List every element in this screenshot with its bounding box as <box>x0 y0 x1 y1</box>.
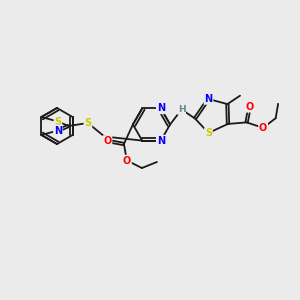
Text: H: H <box>178 105 185 114</box>
Text: O: O <box>245 102 254 112</box>
Text: S: S <box>54 116 61 127</box>
Text: N: N <box>157 103 165 113</box>
Text: S: S <box>205 128 212 138</box>
Text: N: N <box>54 125 62 136</box>
Text: N: N <box>204 94 213 104</box>
Text: N: N <box>157 136 165 146</box>
Text: O: O <box>103 136 112 146</box>
Text: O: O <box>123 155 131 166</box>
Text: S: S <box>84 118 92 128</box>
Text: O: O <box>259 123 267 133</box>
